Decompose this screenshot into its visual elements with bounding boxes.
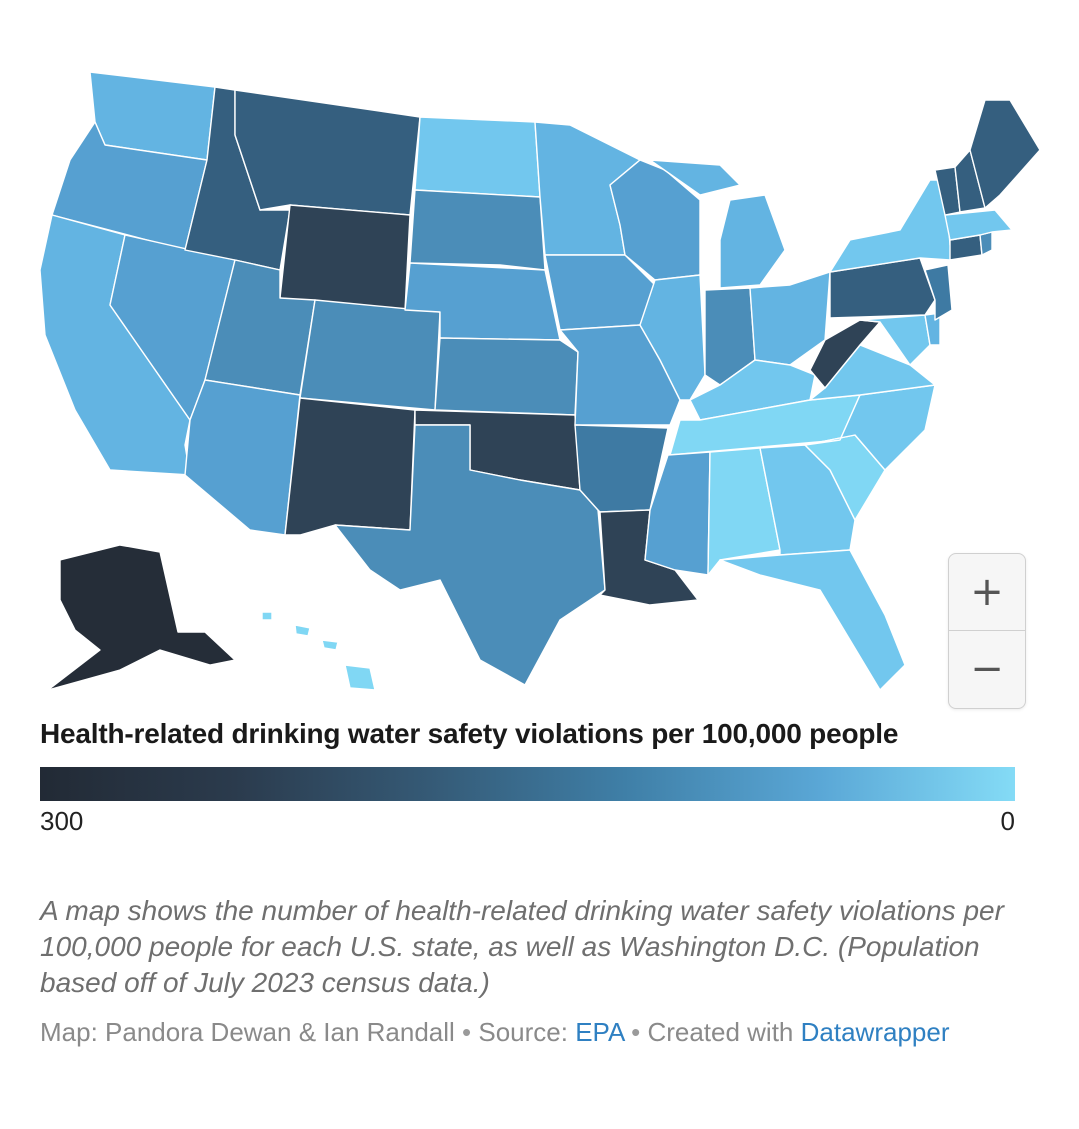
- zoom-out-button[interactable]: −: [970, 646, 1004, 692]
- legend-max-label: 0: [1000, 806, 1015, 836]
- footer-source-prefix: Source:: [478, 1017, 576, 1047]
- footer-created-prefix: Created with: [647, 1017, 801, 1047]
- footer-map-credit: Map: Pandora Dewan & Ian Randall: [40, 1017, 455, 1047]
- legend-min-label: 300: [40, 806, 84, 836]
- state-FL[interactable]: [719, 549, 906, 691]
- footer-separator: •: [623, 1017, 648, 1047]
- zoom-in-button[interactable]: +: [949, 554, 1025, 631]
- map-description: A map shows the number of health-related…: [40, 895, 1004, 998]
- footer-separator: •: [454, 1017, 479, 1047]
- state-MT[interactable]: [234, 89, 421, 216]
- legend-gradient-bar: [40, 767, 1015, 801]
- state-OH[interactable]: [749, 271, 831, 366]
- state-CO[interactable]: [299, 299, 441, 411]
- state-RI[interactable]: [979, 231, 993, 256]
- state-TX[interactable]: [334, 424, 606, 686]
- state-SD[interactable]: [409, 189, 546, 271]
- us-choropleth-map[interactable]: [0, 40, 1079, 700]
- state-WY[interactable]: [279, 204, 411, 311]
- state-AK[interactable]: [47, 544, 236, 691]
- footer-datawrapper-link[interactable]: Datawrapper: [800, 1017, 950, 1047]
- state-KS[interactable]: [434, 337, 579, 416]
- legend-title: Health-related drinking water safety vio…: [40, 718, 899, 749]
- state-IL[interactable]: [639, 274, 706, 401]
- state-NM[interactable]: [284, 397, 416, 536]
- state-MA[interactable]: [944, 209, 1013, 241]
- footer-source-link[interactable]: EPA: [575, 1017, 624, 1047]
- map-container[interactable]: + −: [0, 40, 1079, 709]
- state-AL[interactable]: [707, 447, 781, 576]
- state-HI[interactable]: [261, 611, 376, 691]
- states-layer: [39, 71, 1041, 691]
- zoom-controls: + −: [948, 553, 1026, 709]
- state-NJ[interactable]: [924, 264, 953, 321]
- footer-credits: Map: Pandora Dewan & Ian Randall • Sourc…: [40, 1017, 949, 1048]
- state-ND[interactable]: [414, 116, 541, 198]
- state-ME[interactable]: [969, 99, 1041, 209]
- state-MI[interactable]: [649, 159, 786, 289]
- state-AZ[interactable]: [184, 379, 301, 536]
